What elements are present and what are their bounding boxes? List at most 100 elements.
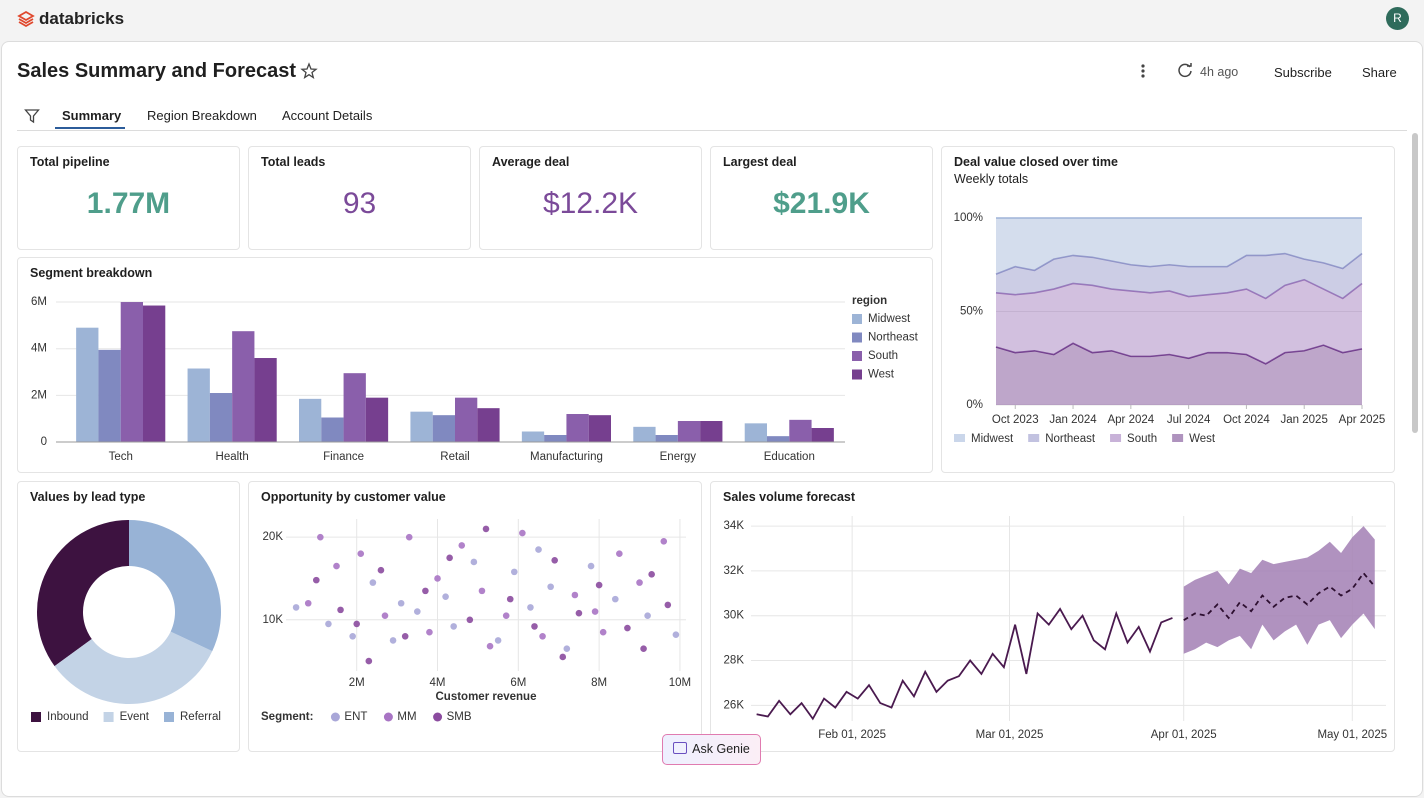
x-tick-label: Oct 2024 <box>1223 414 1270 426</box>
legend-label: West <box>1189 433 1216 445</box>
legend-swatch <box>852 332 862 343</box>
ask-genie-label: Ask Genie <box>692 742 750 756</box>
bar <box>209 393 233 442</box>
legend-label: ENT <box>344 711 367 723</box>
y-tick-label: 30K <box>724 610 745 622</box>
brand[interactable]: databricks <box>39 9 125 28</box>
y-tick-label: 4M <box>31 343 47 355</box>
scatter-point <box>357 550 365 557</box>
kpi-value: $21.9K <box>773 187 870 220</box>
x-tick-label: Tech <box>109 451 133 463</box>
scrollbar[interactable] <box>1412 133 1418 433</box>
x-tick-label: Apr 2024 <box>1107 414 1154 426</box>
x-tick-label: Oct 2023 <box>992 414 1039 426</box>
legend-label: South <box>868 350 898 362</box>
tab-active[interactable]: Summary <box>62 108 122 123</box>
avatar[interactable]: R <box>1386 7 1409 30</box>
bar <box>677 421 701 442</box>
filter-icon[interactable] <box>24 108 40 124</box>
kpi-card: Average deal $12.2K <box>479 146 702 250</box>
tab[interactable]: Account Details <box>282 108 373 123</box>
x-tick-label: 6M <box>510 677 526 689</box>
scatter-point <box>672 631 680 638</box>
scatter-point <box>664 601 672 609</box>
area-line <box>995 252 1363 275</box>
bar <box>254 358 277 442</box>
scatter-point <box>434 575 441 582</box>
ask-genie-button[interactable]: Ask Genie <box>662 734 761 765</box>
y-tick-label: 34K <box>724 520 745 532</box>
legend-label: Event <box>120 711 150 723</box>
scatter-point <box>519 529 526 537</box>
legend-swatch <box>330 712 340 722</box>
scatter-point <box>531 623 538 630</box>
star-icon[interactable] <box>300 62 318 80</box>
scatter-point <box>559 653 567 661</box>
scatter-point <box>575 609 583 617</box>
scatter-point <box>616 550 623 557</box>
legend-swatch <box>1172 434 1184 442</box>
card-title: Opportunity by customer value <box>261 490 446 504</box>
scatter-point <box>599 628 607 636</box>
area-fill <box>996 253 1362 299</box>
x-tick-label: 10M <box>669 677 691 689</box>
bar <box>455 397 478 442</box>
bar <box>410 411 433 442</box>
legend-label: Midwest <box>971 433 1014 445</box>
scatter-point <box>547 583 554 591</box>
bar <box>232 331 255 442</box>
bar <box>432 415 455 442</box>
x-tick-label: Apr 01, 2025 <box>1151 729 1217 741</box>
kebab-icon[interactable] <box>1139 62 1147 80</box>
y-tick-label: 2M <box>31 389 47 401</box>
area-fill <box>996 279 1362 364</box>
x-tick-label: 8M <box>591 677 607 689</box>
bar <box>789 419 812 442</box>
scatter-point <box>313 576 320 584</box>
x-axis-title: Customer revenue <box>436 691 537 703</box>
scatter-point <box>551 557 558 564</box>
tab-divider <box>17 130 1407 131</box>
scatter-point <box>535 546 542 553</box>
tab-underline <box>55 127 125 129</box>
scatter-point <box>405 533 413 541</box>
bar <box>744 423 767 442</box>
subscribe-button[interactable]: Subscribe <box>1274 65 1332 80</box>
scatter-point <box>317 533 324 541</box>
scatter-point <box>446 554 453 562</box>
legend-swatch <box>164 712 174 722</box>
share-button[interactable]: Share <box>1362 65 1397 80</box>
bar <box>299 398 322 442</box>
scatter-point <box>660 538 668 545</box>
card-title: Values by lead type <box>30 490 146 504</box>
area-chart: 0% 50% 100% Oct 2023 Jan 2024 Apr 2024 Jul 202… <box>954 212 1386 445</box>
bar <box>477 408 500 442</box>
legend-swatch <box>852 369 862 380</box>
legend-label: Referral <box>180 711 221 723</box>
bar <box>343 373 366 442</box>
scatter-point <box>587 562 595 570</box>
scatter-point <box>539 633 546 640</box>
refresh-icon[interactable] <box>1176 62 1194 80</box>
legend-swatch <box>954 434 965 442</box>
donut-slice <box>37 520 129 667</box>
scatter-point <box>571 591 579 599</box>
scatter-chart: 10K 20K 2M 4M 6M 8M 10M Customer revenue Segment… <box>261 519 691 723</box>
tab[interactable]: Region Breakdown <box>147 108 257 123</box>
x-tick-label: Feb 01, 2025 <box>818 729 886 741</box>
bar <box>365 397 389 442</box>
x-tick-label: Education <box>764 451 815 463</box>
scatter-point <box>458 542 466 549</box>
kpi-label: Largest deal <box>723 155 797 169</box>
scatter-point <box>466 616 474 624</box>
legend-title: Segment: <box>261 711 313 723</box>
y-tick-label: 10K <box>263 614 284 626</box>
bar <box>633 426 656 442</box>
scatter-point <box>644 612 651 619</box>
legend-label: South <box>1127 433 1157 445</box>
logo-icon <box>17 10 35 28</box>
scatter-point <box>377 566 385 574</box>
bar-chart: 0 2M 4M 6M Tech Health Finance Retail Manufactur… <box>31 295 919 463</box>
area-fill <box>996 343 1362 405</box>
scatter-point <box>482 525 490 533</box>
